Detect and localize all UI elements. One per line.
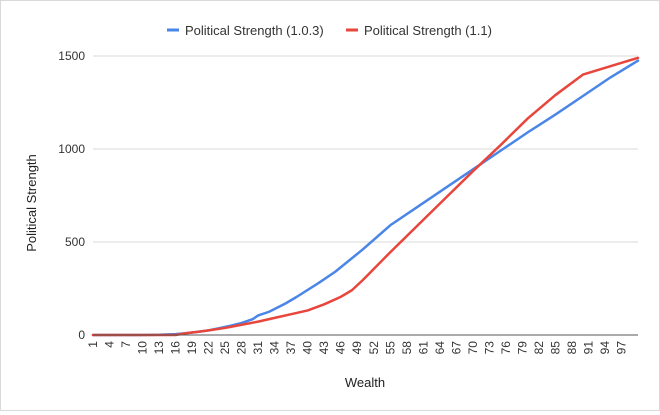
x-tick-label: 19	[185, 341, 199, 355]
x-tick-label: 97	[614, 341, 628, 355]
x-tick-label: 64	[433, 341, 447, 355]
x-tick-label: 67	[449, 341, 463, 355]
x-tick-label: 25	[218, 341, 232, 355]
x-tick-label: 52	[367, 341, 381, 355]
legend-label-series-2: Political Strength (1.1)	[364, 23, 492, 38]
x-tick-label: 34	[268, 341, 282, 355]
x-tick-label: 82	[532, 341, 546, 355]
x-tick-label: 16	[169, 341, 183, 355]
y-tick-label: 1000	[58, 142, 85, 156]
x-axis-ticks: 1 4 7 10 13 16 19 22 25 28 31 34 37 40 43 46 49 52 55 58 61 6…	[86, 341, 628, 355]
x-tick-label: 94	[598, 341, 612, 355]
x-tick-label: 1	[86, 341, 100, 348]
x-tick-label: 85	[548, 341, 562, 355]
x-tick-label: 7	[119, 341, 133, 348]
series-line-1	[91, 59, 640, 337]
x-tick-label: 55	[383, 341, 397, 355]
y-tick-label: 1500	[58, 49, 85, 63]
y-axis-title: Political Strength	[24, 154, 39, 252]
x-tick-label: 49	[350, 341, 364, 355]
legend-label-series-1: Political Strength (1.0.3)	[185, 23, 324, 38]
series-layer	[91, 56, 640, 337]
legend-item-2: Political Strength (1.1)	[346, 23, 492, 38]
y-axis-ticks: 0 500 1000 1500	[58, 49, 85, 342]
x-tick-label: 31	[251, 341, 265, 355]
x-tick-label: 10	[136, 341, 150, 355]
gridlines	[93, 55, 638, 243]
x-tick-label: 58	[400, 341, 414, 355]
x-tick-label: 79	[515, 341, 529, 355]
legend: Political Strength (1.0.3) Political Str…	[167, 23, 492, 38]
x-tick-label: 70	[466, 341, 480, 355]
x-tick-label: 73	[482, 341, 496, 355]
x-tick-label: 4	[103, 341, 117, 348]
x-tick-label: 28	[235, 341, 249, 355]
x-tick-label: 37	[284, 341, 298, 355]
x-tick-label: 76	[499, 341, 513, 355]
x-tick-label: 40	[301, 341, 315, 355]
x-tick-label: 13	[152, 341, 166, 355]
x-tick-label: 46	[334, 341, 348, 355]
series-line-2	[91, 56, 640, 337]
x-tick-label: 43	[317, 341, 331, 355]
x-axis-title: Wealth	[345, 375, 385, 390]
x-tick-label: 61	[416, 341, 430, 355]
x-tick-label: 88	[565, 341, 579, 355]
x-tick-label: 22	[202, 341, 216, 355]
legend-item-1: Political Strength (1.0.3)	[167, 23, 324, 38]
x-tick-label: 91	[581, 341, 595, 355]
y-tick-label: 0	[78, 328, 85, 342]
y-tick-label: 500	[65, 235, 85, 249]
